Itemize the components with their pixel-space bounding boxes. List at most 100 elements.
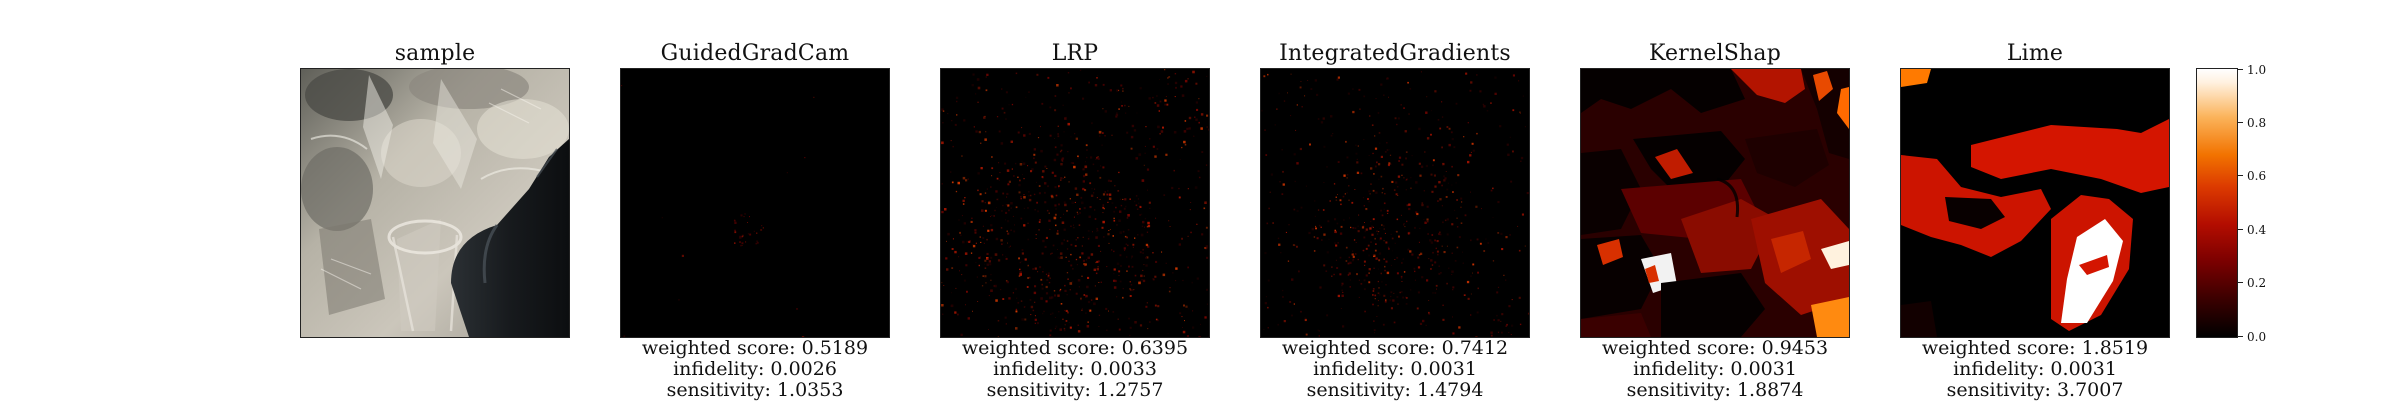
attribution-speckle — [1080, 197, 1082, 199]
attribution-speckle — [1414, 268, 1416, 270]
attribution-speckle — [1038, 229, 1039, 230]
attribution-speckle — [1280, 252, 1281, 253]
attribution-speckle — [1278, 238, 1279, 239]
attribution-speckle — [987, 230, 989, 232]
attribution-speckle — [1385, 233, 1386, 234]
attribution-speckle — [1335, 230, 1337, 232]
attribution-speckle — [1315, 79, 1317, 81]
attribution-speckle — [1136, 157, 1139, 160]
attribution-speckle — [1348, 200, 1349, 201]
attribution-speckle — [1064, 117, 1067, 120]
attribution-speckle — [1419, 242, 1420, 243]
attribution-speckle — [1451, 223, 1453, 225]
attribution-speckle — [1042, 271, 1043, 272]
attribution-speckle — [1428, 300, 1429, 301]
attribution-speckle — [1123, 288, 1124, 289]
attribution-speckle — [1068, 181, 1069, 182]
attribution-speckle — [967, 241, 969, 243]
attribution-speckle — [1388, 248, 1390, 250]
attribution-speckle — [988, 202, 991, 205]
attribution-speckle — [959, 220, 960, 221]
attribution-speckle — [1512, 109, 1514, 111]
attribution-speckle — [1042, 288, 1044, 290]
attribution-speckle — [1375, 148, 1377, 150]
attribution-speckle — [1002, 211, 1003, 212]
attribution-speckle — [1119, 211, 1121, 213]
attribution-speckle — [1023, 196, 1025, 199]
attribution-speckle — [1103, 84, 1105, 86]
attribution-speckle — [1297, 104, 1298, 105]
attribution-speckle — [1124, 250, 1125, 251]
attribution-speckle — [1510, 181, 1512, 183]
attribution-speckle — [1165, 154, 1167, 156]
attribution-speckle — [1347, 177, 1348, 178]
attribution-speckle — [983, 275, 984, 276]
attribution-speckle — [985, 202, 986, 203]
attribution-speckle — [1408, 208, 1410, 210]
attribution-speckle — [1411, 254, 1413, 256]
attribution-speckle — [1481, 208, 1482, 209]
attribution-speckle — [1046, 286, 1048, 288]
attribution-speckle — [1105, 191, 1106, 192]
attribution-speckle — [1037, 322, 1039, 324]
attribution-speckle — [1084, 189, 1086, 191]
attribution-speckle — [1175, 73, 1176, 74]
attribution-speckle — [1408, 234, 1409, 235]
attribution-speckle — [1265, 302, 1267, 304]
attribution-speckle — [1122, 91, 1123, 92]
attribution-speckle — [1396, 193, 1398, 195]
attribution-speckle — [621, 85, 622, 86]
attribution-speckle — [1427, 137, 1429, 139]
attribution-speckle — [1460, 198, 1462, 200]
attribution-speckle — [1145, 264, 1147, 266]
attribution-speckle — [1288, 261, 1289, 262]
attribution-speckle — [1334, 232, 1335, 233]
attribution-speckle — [1410, 188, 1411, 189]
attribution-speckle — [1362, 226, 1364, 228]
attribution-speckle — [1070, 327, 1072, 329]
attribution-speckle — [1172, 272, 1174, 274]
attribution-speckle — [1348, 274, 1350, 276]
attribution-speckle — [1007, 281, 1009, 283]
attribution-speckle — [978, 102, 979, 103]
attribution-speckle — [1295, 181, 1296, 182]
attribution-speckle — [1448, 268, 1449, 269]
attribution-speckle — [1422, 320, 1424, 322]
attribution-speckle — [1465, 73, 1467, 75]
attribution-speckle — [734, 220, 736, 222]
attribution-speckle — [1327, 166, 1328, 167]
attribution-speckle — [1520, 161, 1521, 162]
attribution-speckle — [1060, 180, 1062, 182]
attribution-speckle — [1404, 271, 1405, 272]
attribution-speckle — [1111, 135, 1112, 136]
attribution-speckle — [1383, 324, 1385, 326]
attribution-speckle — [1427, 221, 1428, 222]
attribution-speckle — [968, 317, 970, 319]
attribution-speckle — [1424, 151, 1425, 152]
attribution-speckle — [1406, 151, 1408, 153]
attribution-speckle — [1433, 159, 1435, 161]
attribution-speckle — [1058, 185, 1060, 187]
attribution-speckle — [1201, 233, 1203, 235]
attribution-speckle — [1023, 163, 1026, 166]
attribution-speckle — [1067, 248, 1068, 249]
attribution-speckle — [1114, 286, 1117, 289]
attribution-speckle — [1181, 147, 1182, 148]
attribution-speckle — [1141, 214, 1142, 215]
attribution-speckle — [1321, 121, 1323, 123]
attribution-speckle — [1028, 195, 1029, 196]
attribution-speckle — [1452, 332, 1454, 334]
attribution-speckle — [985, 282, 986, 283]
attribution-speckle — [1323, 117, 1325, 119]
attribution-speckle — [997, 116, 998, 117]
attribution-speckle — [979, 265, 980, 266]
attribution-speckle — [1119, 275, 1120, 276]
attribution-speckle — [1070, 282, 1073, 285]
attribution-speckle — [1368, 245, 1370, 247]
attribution-speckle — [1341, 290, 1343, 292]
attribution-speckle — [1206, 245, 1208, 247]
attribution-speckle — [1399, 157, 1401, 159]
attribution-speckle — [1135, 275, 1137, 277]
attribution-speckle — [804, 157, 805, 158]
attribution-speckle — [1105, 110, 1107, 112]
